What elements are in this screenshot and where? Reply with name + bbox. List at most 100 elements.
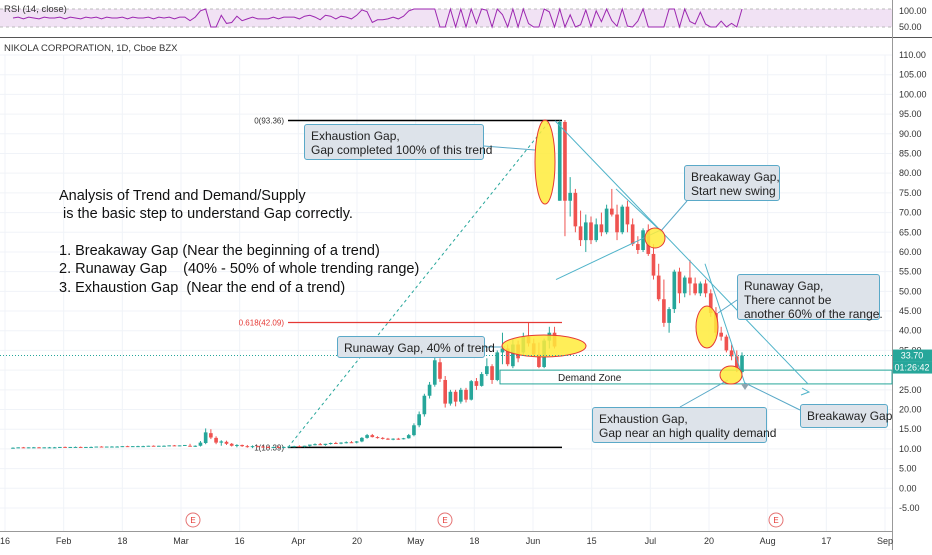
candle-body[interactable] bbox=[667, 309, 671, 323]
candle-body[interactable] bbox=[37, 447, 41, 449]
candle-body[interactable] bbox=[125, 446, 130, 448]
candle-body[interactable] bbox=[47, 447, 52, 449]
candle-body[interactable] bbox=[599, 224, 604, 233]
candle-body[interactable] bbox=[240, 444, 244, 447]
candle-body[interactable] bbox=[198, 442, 203, 446]
candle-body[interactable] bbox=[42, 447, 47, 449]
callout-runaway-60[interactable]: Runaway Gap, There cannot be another 60%… bbox=[737, 274, 883, 321]
candle-body[interactable] bbox=[313, 444, 317, 446]
candle-body[interactable] bbox=[396, 438, 401, 440]
candle-body[interactable] bbox=[651, 253, 656, 276]
candle-body[interactable] bbox=[302, 445, 307, 447]
candle-body[interactable] bbox=[99, 446, 104, 448]
candle-body[interactable] bbox=[261, 446, 265, 448]
candle-body[interactable] bbox=[469, 381, 474, 400]
candle-body[interactable] bbox=[104, 446, 109, 448]
candle-body[interactable] bbox=[255, 446, 260, 448]
candle-body[interactable] bbox=[229, 443, 234, 446]
candle-body[interactable] bbox=[271, 446, 276, 448]
candle-body[interactable] bbox=[146, 445, 151, 447]
candle-body[interactable] bbox=[58, 446, 62, 448]
candle-body[interactable] bbox=[724, 336, 729, 351]
candle-body[interactable] bbox=[485, 366, 489, 375]
candle-body[interactable] bbox=[620, 206, 625, 233]
candle-body[interactable] bbox=[609, 208, 614, 215]
candle-body[interactable] bbox=[334, 443, 338, 445]
candle-body[interactable] bbox=[511, 344, 515, 367]
candle-body[interactable] bbox=[110, 446, 114, 448]
candle-body[interactable] bbox=[703, 283, 708, 294]
candle-body[interactable] bbox=[375, 437, 380, 439]
earnings-marker[interactable] bbox=[185, 512, 201, 528]
candle-body[interactable] bbox=[307, 444, 312, 446]
candle-body[interactable] bbox=[151, 445, 156, 447]
earnings-marker[interactable] bbox=[768, 512, 784, 528]
candle-body[interactable] bbox=[183, 444, 187, 446]
candle-body[interactable] bbox=[11, 447, 15, 449]
candle-body[interactable] bbox=[495, 352, 500, 380]
candle-body[interactable] bbox=[281, 446, 286, 448]
candle-body[interactable] bbox=[224, 441, 229, 444]
candle-body[interactable] bbox=[682, 277, 687, 294]
candle-body[interactable] bbox=[583, 222, 588, 241]
candle-body[interactable] bbox=[73, 446, 78, 448]
candle-body[interactable] bbox=[94, 446, 99, 448]
candle-body[interactable] bbox=[63, 446, 67, 448]
candle-body[interactable] bbox=[328, 443, 333, 445]
candle-body[interactable] bbox=[604, 208, 609, 233]
candle-body[interactable] bbox=[453, 391, 458, 402]
candle-body[interactable] bbox=[464, 389, 468, 400]
candle-body[interactable] bbox=[391, 438, 395, 440]
candle-body[interactable] bbox=[719, 332, 723, 337]
candle-body[interactable] bbox=[537, 354, 541, 367]
callout-exhaustion-top[interactable]: Exhaustion Gap, Gap completed 100% of th… bbox=[304, 124, 492, 160]
candle-body[interactable] bbox=[318, 444, 323, 446]
candle-body[interactable] bbox=[427, 384, 432, 396]
candle-body[interactable] bbox=[729, 350, 734, 357]
candle-body[interactable] bbox=[360, 437, 364, 442]
candle-body[interactable] bbox=[630, 224, 635, 245]
candle-body[interactable] bbox=[130, 446, 135, 448]
candle-body[interactable] bbox=[188, 445, 192, 447]
candle-body[interactable] bbox=[250, 446, 255, 448]
candle-body[interactable] bbox=[573, 192, 578, 227]
candle-body[interactable] bbox=[276, 446, 281, 448]
candle-body[interactable] bbox=[266, 446, 270, 448]
candle-body[interactable] bbox=[677, 271, 682, 294]
candle-body[interactable] bbox=[458, 389, 463, 402]
candle-body[interactable] bbox=[26, 447, 31, 449]
candle-body[interactable] bbox=[578, 226, 583, 241]
candle-body[interactable] bbox=[68, 446, 73, 448]
candle-body[interactable] bbox=[615, 214, 619, 233]
candle-body[interactable] bbox=[21, 447, 26, 449]
candle-body[interactable] bbox=[594, 224, 599, 241]
candle-body[interactable] bbox=[219, 441, 224, 443]
candle-body[interactable] bbox=[401, 438, 406, 440]
candle-body[interactable] bbox=[323, 443, 328, 445]
candle-body[interactable] bbox=[708, 293, 713, 314]
candle-body[interactable] bbox=[354, 441, 359, 443]
candle-body[interactable] bbox=[563, 121, 567, 201]
candle-body[interactable] bbox=[84, 446, 88, 448]
candle-body[interactable] bbox=[412, 425, 416, 436]
candle-body[interactable] bbox=[141, 446, 146, 448]
candle-body[interactable] bbox=[78, 446, 83, 448]
candle-body[interactable] bbox=[656, 275, 661, 300]
candle-body[interactable] bbox=[641, 230, 645, 250]
candle-body[interactable] bbox=[490, 366, 494, 380]
candle-body[interactable] bbox=[115, 446, 119, 448]
callout-breakaway-bottom[interactable]: Breakaway Gap bbox=[800, 404, 892, 428]
candle-body[interactable] bbox=[136, 446, 140, 448]
candle-body[interactable] bbox=[162, 445, 166, 447]
candle-body[interactable] bbox=[349, 442, 354, 444]
candle-body[interactable] bbox=[32, 447, 36, 449]
candle-body[interactable] bbox=[589, 222, 593, 241]
candle-body[interactable] bbox=[344, 442, 349, 444]
candle-body[interactable] bbox=[662, 299, 666, 323]
candle-body[interactable] bbox=[474, 381, 479, 386]
candle-body[interactable] bbox=[297, 446, 302, 448]
candle-body[interactable] bbox=[177, 445, 182, 447]
candle-body[interactable] bbox=[698, 283, 703, 294]
candle-body[interactable] bbox=[156, 445, 161, 447]
candle-body[interactable] bbox=[370, 435, 375, 438]
